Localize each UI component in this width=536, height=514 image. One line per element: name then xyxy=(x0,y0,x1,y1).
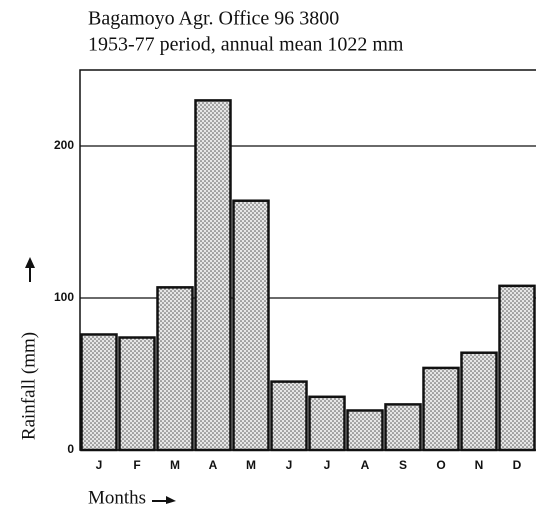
bar xyxy=(118,336,156,452)
x-tick-label: M xyxy=(246,458,256,472)
x-tick-label: J xyxy=(324,458,331,472)
x-tick-label: J xyxy=(96,458,103,472)
bar xyxy=(232,199,270,452)
bar xyxy=(270,380,308,452)
x-axis-label: Months xyxy=(88,487,146,508)
x-tick-label: A xyxy=(209,458,218,472)
bar xyxy=(194,99,232,452)
bar xyxy=(80,333,118,452)
bar xyxy=(384,403,422,452)
y-tick-label: 100 xyxy=(54,290,74,304)
chart-title: Bagamoyo Agr. Office 96 3800 xyxy=(88,8,339,30)
bar xyxy=(156,286,194,452)
x-tick-label: S xyxy=(399,458,407,472)
x-tick-label: M xyxy=(170,458,180,472)
bar xyxy=(422,366,460,452)
bar xyxy=(308,395,346,452)
x-tick-label: D xyxy=(513,458,522,472)
chart-subtitle: 1953-77 period, annual mean 1022 mm xyxy=(88,34,404,56)
x-tick-label: O xyxy=(436,458,445,472)
x-tick-label: N xyxy=(475,458,484,472)
y-tick-label: 0 xyxy=(67,442,74,456)
x-tick-label: F xyxy=(133,458,140,472)
x-tick-label: J xyxy=(286,458,293,472)
y-axis-label: Rainfall (mm) xyxy=(18,332,39,440)
y-arrow xyxy=(25,257,35,282)
x-arrow xyxy=(152,496,176,504)
bar xyxy=(498,284,536,452)
bar xyxy=(460,351,498,452)
y-tick-label: 200 xyxy=(54,138,74,152)
x-tick-label: A xyxy=(361,458,370,472)
bar xyxy=(346,409,384,452)
